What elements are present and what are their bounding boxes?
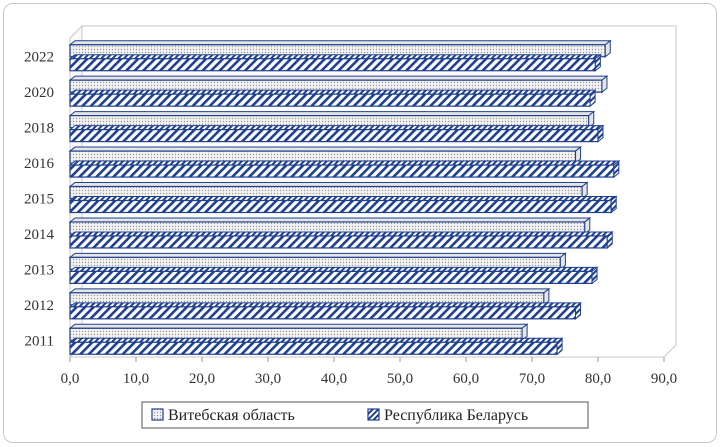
bar-top-face xyxy=(68,337,564,343)
y-tick-label: 2018 xyxy=(24,121,54,137)
bar-top-face xyxy=(68,160,621,166)
x-tick-label: 80,0 xyxy=(585,371,611,387)
bar-end-face xyxy=(556,337,563,356)
bar-belarus-2022 xyxy=(69,58,596,72)
bar-belarus-2012 xyxy=(69,306,577,320)
bar-top-face xyxy=(68,266,599,272)
bar-top-face xyxy=(68,288,551,294)
y-tick-label: 2011 xyxy=(25,333,54,349)
bar-top-face xyxy=(68,217,592,223)
legend-label-vitebsk: Витебская область xyxy=(168,407,295,424)
bar-end-face xyxy=(559,252,566,271)
y-tick-label: 2014 xyxy=(24,227,55,243)
y-tick-label: 2016 xyxy=(24,156,55,172)
bar-end-face xyxy=(604,39,611,58)
y-tick-label: 2013 xyxy=(24,262,54,278)
x-tick-label: 60,0 xyxy=(453,371,479,387)
legend-swatch-belarus xyxy=(367,408,380,421)
bar-end-face xyxy=(575,301,582,320)
x-tick-label: 20,0 xyxy=(189,371,215,387)
bar-top-face xyxy=(68,302,582,308)
bar-belarus-2011 xyxy=(69,341,558,355)
bar-top-face xyxy=(68,146,582,152)
x-tick-label: 10,0 xyxy=(123,371,149,387)
bar-top-face xyxy=(68,231,614,237)
y-tick-label: 2015 xyxy=(24,192,54,208)
bar-belarus-2018 xyxy=(69,129,599,143)
bar-belarus-2013 xyxy=(69,270,593,284)
bar-top-face xyxy=(68,252,567,258)
x-tick-label: 40,0 xyxy=(321,371,347,387)
bar-belarus-2014 xyxy=(69,235,608,249)
bar-top-face xyxy=(68,182,589,187)
bar-end-face xyxy=(581,181,588,200)
x-tick-label: 50,0 xyxy=(387,371,413,387)
bar-end-face xyxy=(610,195,617,214)
bar-end-face xyxy=(584,216,591,235)
bar-end-face xyxy=(594,53,601,72)
x-tick-label: 70,0 xyxy=(519,371,545,387)
bar-end-face xyxy=(521,323,528,342)
x-tick-label: 30,0 xyxy=(255,371,281,387)
legend: Витебская область Республика Беларусь xyxy=(141,401,589,429)
bar-end-face xyxy=(597,124,604,143)
bar-belarus-2020 xyxy=(69,93,591,107)
y-tick-label: 2022 xyxy=(24,50,54,66)
bar-belarus-2016 xyxy=(69,164,615,178)
bar-top-face xyxy=(68,196,618,201)
x-tick-label: 90,0 xyxy=(651,371,677,387)
bar-end-face xyxy=(575,146,582,165)
legend-box xyxy=(141,401,589,429)
x-tick-label: 0,0 xyxy=(61,371,80,387)
legend-label-belarus: Республика Беларусь xyxy=(384,407,528,424)
bars-layer xyxy=(68,39,621,356)
bar-belarus-2015 xyxy=(69,199,612,214)
y-axis-tick-labels: 2022 2020 2018 2016 2015 2014 2013 2012 2011 xyxy=(24,50,55,350)
bar-end-face xyxy=(589,89,596,108)
bar-top-face xyxy=(68,125,605,131)
back-wall xyxy=(82,25,677,345)
bar-top-face xyxy=(68,323,529,329)
y-tick-label: 2012 xyxy=(24,298,54,314)
bar-end-face xyxy=(591,266,598,285)
bar-end-face xyxy=(606,230,613,249)
bar-end-face xyxy=(588,110,595,129)
bar-end-face xyxy=(601,75,608,94)
bar-end-face xyxy=(543,287,550,306)
legend-swatch-vitebsk xyxy=(151,408,164,421)
x-axis-tick-labels: 0,0 10,0 20,0 30,0 40,0 50,0 60,0 70,0 80,0 90,0 xyxy=(61,357,677,387)
bar-end-face xyxy=(613,160,620,179)
y-tick-label: 2020 xyxy=(24,85,54,101)
